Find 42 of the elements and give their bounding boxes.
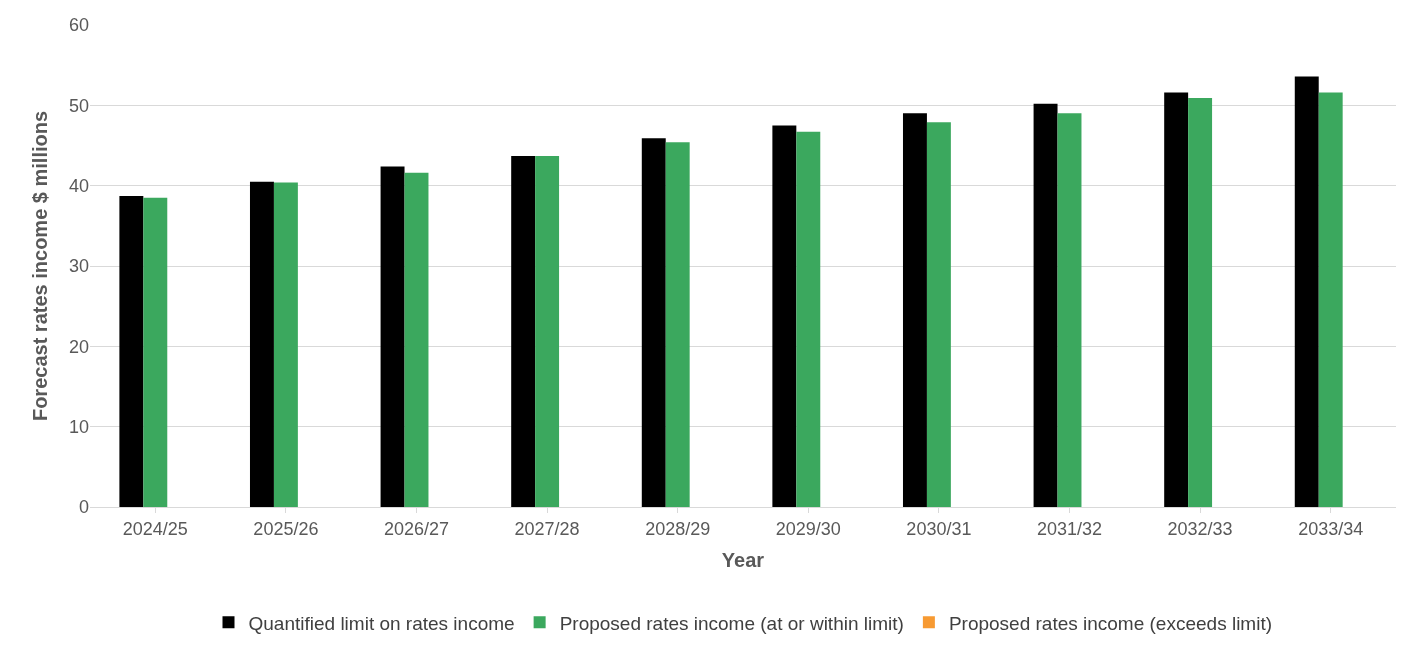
bar — [380, 166, 405, 507]
x-tick-label: 2024/25 — [122, 518, 188, 539]
y-tick-label: 60 — [68, 15, 89, 36]
legend-label: Proposed rates income (at or within limit) — [559, 612, 904, 634]
bar — [796, 131, 821, 507]
y-tick-label: 30 — [68, 256, 89, 277]
legend-label: Proposed rates income (exceeds limit) — [948, 612, 1273, 634]
x-tick-label: 2027/28 — [514, 518, 580, 539]
x-tick-label: 2033/34 — [1298, 518, 1364, 539]
y-axis-title: Forecast rates income $ millions — [29, 110, 52, 422]
y-tick-label: 20 — [68, 336, 89, 357]
bar — [1033, 103, 1058, 507]
bar — [1164, 92, 1189, 507]
legend-label: Quantified limit on rates income — [248, 612, 515, 634]
y-tick-label: 50 — [68, 95, 89, 116]
bar — [641, 138, 666, 507]
x-tick-label: 2031/32 — [1036, 518, 1103, 539]
x-axis-title: Year — [721, 549, 765, 572]
bar — [404, 172, 429, 507]
bar — [926, 122, 951, 507]
bar — [1294, 76, 1319, 507]
x-tick-label: 2028/29 — [645, 518, 711, 539]
y-tick-label: 40 — [68, 175, 89, 196]
x-tick-label: 2030/31 — [906, 518, 972, 539]
bar — [1057, 113, 1082, 507]
bar — [1318, 92, 1343, 507]
x-tick-label: 2032/33 — [1167, 518, 1233, 539]
bar — [665, 142, 690, 507]
x-tick-label: 2026/27 — [383, 518, 450, 539]
bar — [273, 182, 298, 507]
y-tick-label: 10 — [68, 416, 89, 437]
bar — [772, 125, 797, 507]
bar — [119, 196, 144, 507]
x-tick-label: 2025/26 — [253, 518, 319, 539]
bar — [535, 155, 560, 507]
bar — [249, 181, 274, 507]
y-tick-label: 0 — [78, 497, 89, 518]
bar — [1188, 98, 1213, 507]
bar — [511, 155, 536, 507]
x-tick-label: 2029/30 — [775, 518, 841, 539]
bar — [143, 197, 168, 507]
bar — [902, 113, 927, 507]
